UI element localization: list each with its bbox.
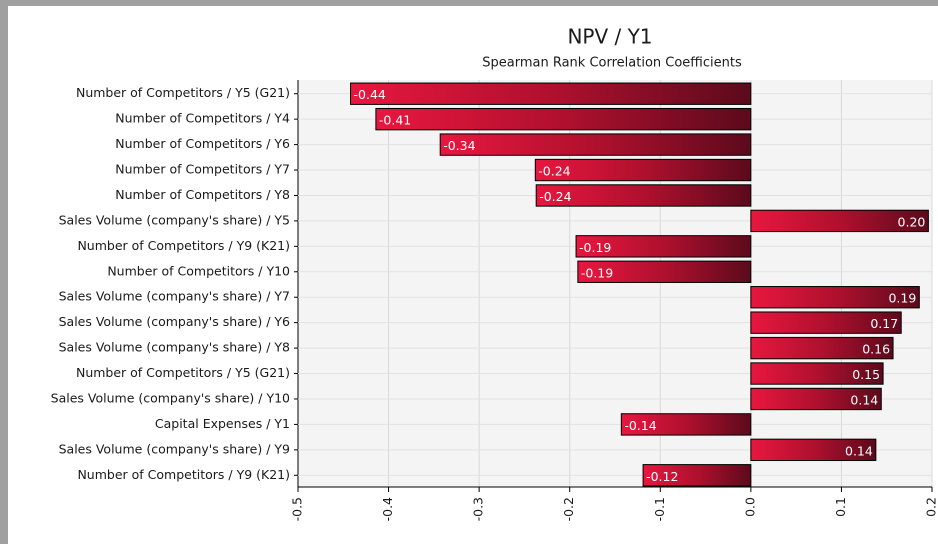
bar: [750, 336, 894, 360]
bar: [620, 413, 752, 436]
value-label: -0.34: [443, 138, 475, 153]
x-tick-label: -0.1: [652, 497, 667, 521]
bar: [750, 311, 902, 334]
y-tick-label: Sales Volume (company's share) / Y10: [51, 390, 290, 405]
bar: [642, 464, 752, 487]
y-tick-label: Sales Volume (company's share) / Y5: [59, 212, 290, 227]
value-label: -0.44: [354, 87, 386, 102]
bar: [577, 260, 752, 283]
y-tick-label: Sales Volume (company's share) / Y9: [59, 441, 290, 456]
value-label: 0.19: [888, 291, 916, 306]
bar: [750, 387, 882, 411]
value-label: -0.24: [539, 189, 571, 204]
x-tick-label: -0.4: [380, 497, 395, 521]
value-label: 0.14: [845, 443, 873, 458]
x-tick-label: 0.1: [833, 497, 848, 517]
y-tick-label: Sales Volume (company's share) / Y6: [59, 314, 290, 329]
y-tick-label: Number of Competitors / Y9 (K21): [77, 467, 290, 482]
value-label: -0.19: [579, 240, 611, 255]
value-label: -0.24: [538, 164, 570, 179]
y-tick-label: Number of Competitors / Y7: [115, 162, 290, 177]
x-tick-label: -0.5: [290, 497, 305, 521]
chart-title: NPV / Y1: [567, 25, 652, 49]
y-tick-label: Number of Competitors / Y10: [107, 263, 290, 278]
x-tick-label: -0.3: [471, 497, 486, 521]
value-label: -0.14: [624, 418, 656, 433]
y-tick-label: Number of Competitors / Y9 (K21): [77, 238, 290, 253]
value-label: -0.12: [646, 469, 678, 484]
value-label: 0.16: [862, 342, 890, 357]
value-label: 0.14: [850, 392, 878, 407]
bar: [750, 286, 920, 309]
y-tick-label: Number of Competitors / Y8: [115, 187, 290, 202]
bar: [439, 133, 752, 156]
value-label: 0.20: [898, 214, 926, 229]
chart-subtitle: Spearman Rank Correlation Coefficients: [482, 56, 742, 71]
bar: [750, 209, 929, 233]
value-label: 0.17: [870, 316, 898, 331]
y-tick-label: Number of Competitors / Y4: [115, 111, 290, 126]
bar: [535, 184, 752, 207]
x-tick-label: -0.2: [561, 497, 576, 521]
y-tick-label: Number of Competitors / Y5 (G21): [76, 85, 290, 100]
value-label: -0.19: [581, 265, 613, 280]
value-label: -0.41: [379, 113, 411, 128]
bar: [575, 235, 752, 258]
x-tick-label: 0.0: [742, 497, 757, 517]
y-tick-label: Number of Competitors / Y6: [115, 136, 290, 151]
bar: [534, 158, 752, 182]
bar: [750, 362, 884, 385]
y-tick-label: Capital Expenses / Y1: [155, 416, 290, 431]
x-tick-label: 0.2: [924, 497, 938, 517]
y-tick-label: Sales Volume (company's share) / Y8: [59, 340, 290, 355]
y-tick-label: Sales Volume (company's share) / Y7: [59, 289, 290, 304]
bar: [750, 438, 877, 462]
bar: [350, 82, 752, 105]
value-label: 0.15: [852, 367, 880, 382]
bar: [375, 107, 752, 131]
y-tick-label: Number of Competitors / Y5 (G21): [76, 365, 290, 380]
